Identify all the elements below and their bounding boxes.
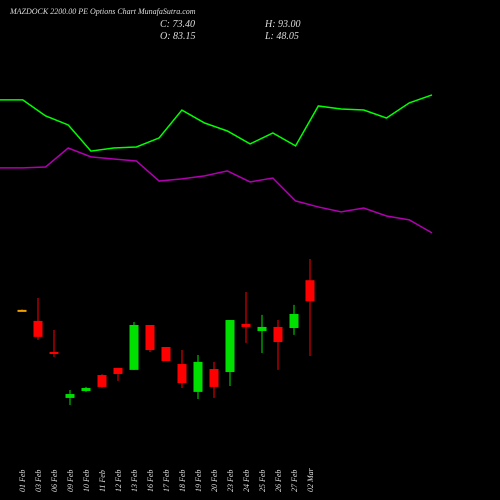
x-tick-label: 02 Mar [306,467,315,492]
x-tick-label: 11 Feb [98,470,107,492]
x-tick-label: 17 Feb [162,470,171,492]
x-tick-label: 16 Feb [146,470,155,492]
candle-body [129,324,139,370]
x-tick-label: 03 Feb [34,470,43,492]
candle-body [113,367,123,374]
x-tick-label: 10 Feb [82,470,91,492]
x-tick-label: 09 Feb [66,470,75,492]
line-series [0,94,433,152]
x-tick-label: 23 Feb [226,470,235,492]
x-tick-label: 27 Feb [290,470,299,492]
x-tick-label: 06 Feb [50,470,59,492]
candle-body [241,323,251,327]
x-tick-label: 13 Feb [130,470,139,492]
chart-title: MAZDOCK 2200.00 PE Options Chart MunafaS… [9,7,196,16]
candle-body [33,320,43,337]
x-tick-label: 18 Feb [178,470,187,492]
x-tick-label: 12 Feb [114,470,123,492]
x-tick-label: 20 Feb [210,470,219,492]
candle-body [273,326,283,343]
candle-body [257,326,267,332]
ohlc-label: H: 93.00 [264,19,301,30]
candle-body [145,324,155,351]
x-tick-label: 19 Feb [194,470,203,492]
candle-body [209,369,219,387]
line-series [0,147,433,234]
candle-body [193,361,203,392]
candle-body [161,347,171,362]
candle-body [177,364,187,384]
ohlc-label: L: 48.05 [264,31,299,42]
ohlc-label: C: 73.40 [160,19,195,30]
x-tick-label: 01 Feb [18,470,27,492]
candle-body [225,320,235,373]
candle-body [81,388,91,392]
candle-body [305,280,315,302]
x-tick-label: 25 Feb [258,470,267,492]
candle-body [65,394,75,398]
candle-body [17,309,27,312]
x-tick-label: 24 Feb [242,470,251,492]
candle-body [49,351,59,354]
x-tick-label: 26 Feb [274,470,283,492]
ohlc-label: O: 83.15 [160,31,196,42]
candle-body [289,313,299,329]
candle-body [97,375,107,387]
